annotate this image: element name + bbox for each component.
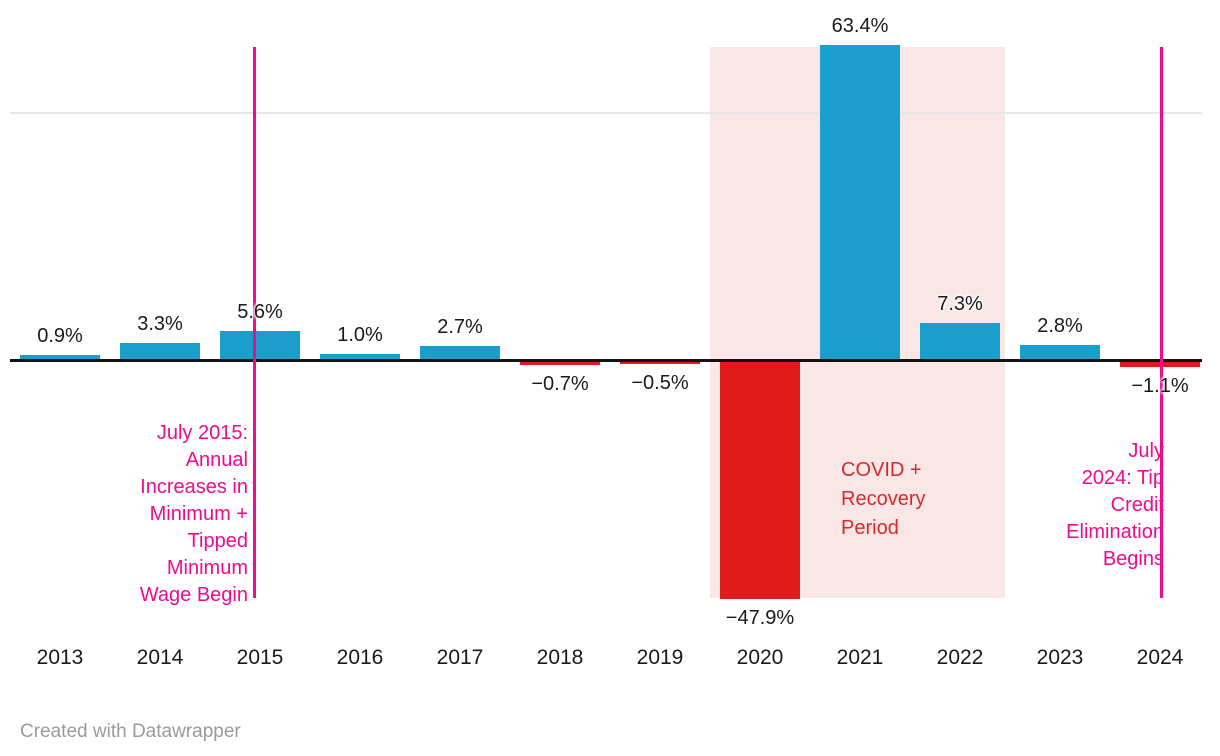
value-label-2013: 0.9% [37,324,83,347]
gridline-50pct [10,112,1202,114]
x-tick-2015: 2015 [236,646,284,669]
value-label-2021: 63.4% [831,15,889,38]
value-label-2020: −47.9% [725,607,795,630]
bar-2014[interactable] [120,342,200,359]
bar-2018[interactable] [520,362,600,366]
zero-axis-line [10,359,1202,362]
value-label-2016: 1.0% [337,324,383,347]
x-tick-2021: 2021 [836,646,884,669]
bar-2016[interactable] [320,354,400,359]
value-label-2017: 2.7% [437,315,483,338]
x-tick-2018: 2018 [536,646,584,669]
bar-2020[interactable] [720,362,800,600]
value-label-2014: 3.3% [137,312,183,335]
datawrapper-credit: Created with Datawrapper [20,721,241,742]
bar-2023[interactable] [1020,345,1100,359]
x-tick-2022: 2022 [936,646,984,669]
x-tick-2017: 2017 [436,646,484,669]
annotation-text-july-2015: July 2015: Annual Increases in Minimum +… [139,422,248,606]
bar-2015[interactable] [220,331,300,359]
x-tick-2020: 2020 [736,646,784,669]
value-label-2023: 2.8% [1037,315,1083,338]
annotation-line-july-2024 [1160,47,1163,598]
bar-2021[interactable] [820,45,900,359]
annotation-line-july-2015 [253,47,256,598]
x-tick-2024: 2024 [1136,646,1184,669]
x-tick-2016: 2016 [336,646,384,669]
bar-2017[interactable] [420,345,500,359]
x-tick-2014: 2014 [136,646,184,669]
x-tick-2013: 2013 [36,646,84,669]
bar-2013[interactable] [20,354,100,359]
value-label-2024: −1.1% [1131,375,1189,398]
x-tick-2019: 2019 [636,646,684,669]
value-label-2019: −0.5% [631,372,689,395]
bar-2019[interactable] [620,362,700,365]
x-tick-2023: 2023 [1036,646,1084,669]
bar-2022[interactable] [920,322,1000,359]
value-label-2015: 5.6% [237,301,283,324]
annotation-text-july-2024: July 2024: Tip Credit Elimination Begins [1066,440,1164,570]
value-label-2022: 7.3% [937,292,983,315]
annotation-text-covid: COVID + Recovery Period [841,459,926,539]
value-label-2018: −0.7% [531,373,589,396]
